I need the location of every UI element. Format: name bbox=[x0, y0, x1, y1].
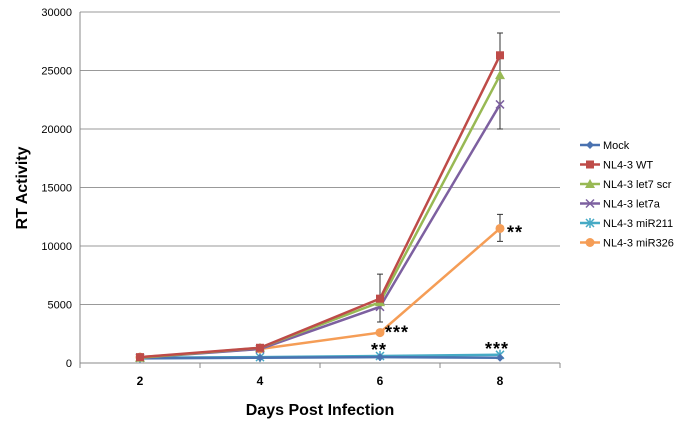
series-line bbox=[139, 355, 501, 360]
x-axis-title: Days Post Infection bbox=[246, 402, 394, 419]
y-tick-label: 0 bbox=[66, 358, 72, 370]
x-tick-label: 6 bbox=[377, 374, 384, 388]
y-tick-label: 15000 bbox=[41, 183, 72, 195]
series-line bbox=[139, 54, 502, 359]
series-2 bbox=[135, 70, 505, 362]
legend-item: NL4-3 let7 scr bbox=[580, 179, 672, 191]
x-tick-label: 2 bbox=[137, 374, 144, 388]
data-point bbox=[495, 223, 505, 233]
significance-label: ** bbox=[371, 340, 387, 360]
data-point bbox=[376, 353, 384, 362]
error-bar bbox=[497, 32, 503, 130]
y-tick-label: 10000 bbox=[41, 241, 72, 253]
legend-item: NL4-3 miR211 bbox=[580, 218, 673, 230]
y-tick-label: 5000 bbox=[48, 300, 72, 312]
legend-item: NL4-3 let7a bbox=[580, 199, 661, 211]
x-tick-label: 4 bbox=[257, 374, 264, 388]
legend-label: NL4-3 miR211 bbox=[603, 218, 673, 230]
data-point bbox=[256, 353, 264, 362]
data-point bbox=[496, 51, 504, 60]
legend-item: Mock bbox=[580, 140, 630, 152]
data-point bbox=[585, 198, 595, 209]
y-axis-title: RT Activity bbox=[14, 146, 31, 229]
data-point bbox=[136, 353, 144, 362]
y-tick-label: 30000 bbox=[41, 7, 72, 19]
legend-item: NL4-3 miR326 bbox=[580, 238, 674, 250]
data-point bbox=[586, 160, 594, 169]
data-point bbox=[376, 294, 384, 303]
legend-label: NL4-3 miR326 bbox=[603, 238, 674, 250]
legend-label: NL4-3 let7 scr bbox=[603, 179, 672, 191]
legend-label: NL4-3 WT bbox=[603, 160, 653, 172]
x-tick-label: 8 bbox=[497, 374, 504, 388]
data-point bbox=[586, 141, 594, 149]
y-tick-label: 25000 bbox=[41, 66, 72, 78]
data-point bbox=[496, 353, 504, 362]
significance-label: *** bbox=[385, 323, 409, 343]
legend-label: NL4-3 let7a bbox=[603, 199, 661, 211]
data-point bbox=[256, 343, 264, 352]
significance-label: *** bbox=[485, 339, 509, 359]
y-tick-label: 20000 bbox=[41, 124, 72, 136]
series-5 bbox=[135, 223, 505, 362]
data-point bbox=[495, 99, 505, 109]
data-point bbox=[585, 238, 595, 247]
data-point bbox=[585, 179, 595, 188]
data-point bbox=[375, 328, 385, 338]
series-line bbox=[139, 103, 502, 359]
series-line bbox=[139, 227, 501, 359]
data-point bbox=[495, 70, 505, 80]
data-point bbox=[585, 218, 595, 228]
significance-label: ** bbox=[507, 222, 523, 242]
legend-label: Mock bbox=[603, 140, 630, 152]
legend-item: NL4-3 WT bbox=[580, 160, 653, 172]
series-line bbox=[139, 74, 502, 359]
series-1 bbox=[136, 51, 504, 362]
